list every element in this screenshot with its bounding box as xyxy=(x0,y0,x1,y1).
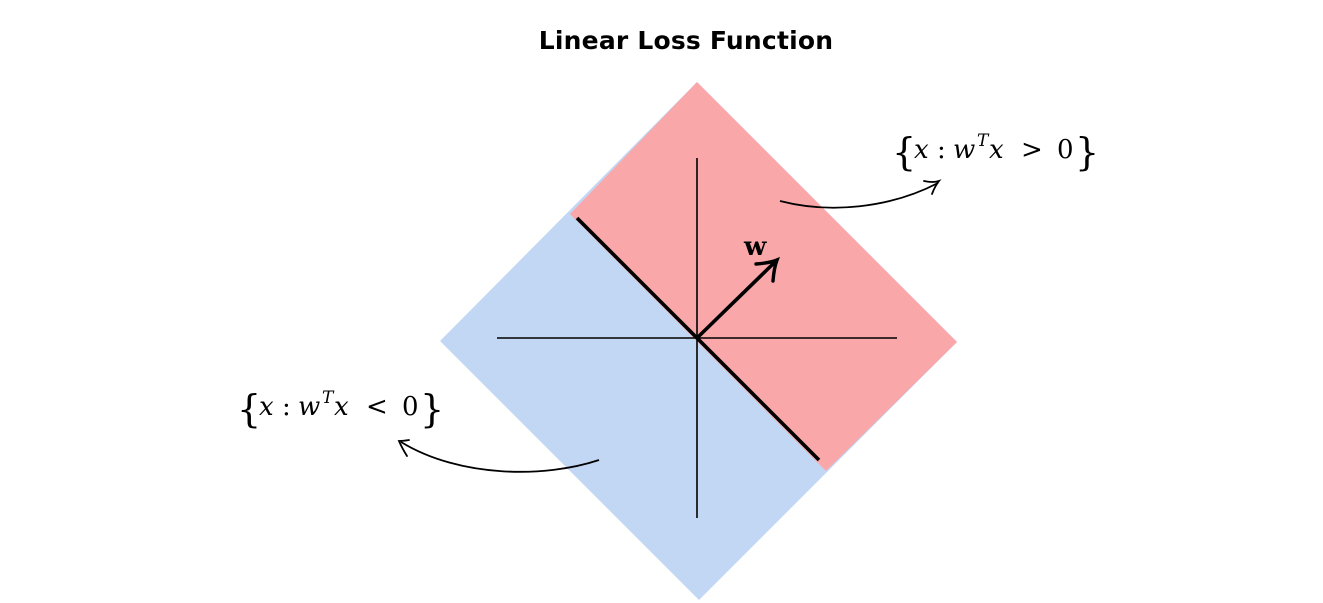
weight-vector-label: w xyxy=(743,232,767,262)
negative-open-brace: { xyxy=(237,387,261,431)
positive-relation: > xyxy=(1021,135,1043,165)
positive-x2: x xyxy=(989,135,1004,165)
negative-set-pointer-head xyxy=(397,439,410,457)
positive-set-pointer-head xyxy=(923,179,942,195)
positive-region xyxy=(570,82,957,471)
negative-w: w xyxy=(298,392,320,422)
weight-vector-arrow xyxy=(695,260,777,340)
positive-set-pointer xyxy=(779,182,939,209)
positive-zero: 0 xyxy=(1057,135,1074,165)
negative-zero: 0 xyxy=(402,392,419,422)
positive-var-x: x xyxy=(914,135,929,165)
diagram-title: Linear Loss Function xyxy=(538,26,834,55)
negative-colon: : xyxy=(282,392,291,422)
weight-vector-arrowhead xyxy=(754,256,780,283)
negative-close-brace: } xyxy=(420,387,444,431)
negative-var-x: x xyxy=(259,392,274,422)
negative-sup-t: T xyxy=(322,388,335,408)
positive-close-brace: } xyxy=(1075,130,1099,174)
positive-w: w xyxy=(953,135,975,165)
negative-relation: < xyxy=(366,392,388,422)
negative-set-pointer xyxy=(400,441,600,473)
negative-x2: x xyxy=(334,392,349,422)
negative-set-label: { x : w T x < 0 } xyxy=(237,387,444,431)
positive-colon: : xyxy=(937,135,946,165)
positive-open-brace: { xyxy=(892,130,916,174)
positive-sup-t: T xyxy=(977,131,990,151)
positive-set-label: { x : w T x > 0 } xyxy=(892,130,1099,174)
